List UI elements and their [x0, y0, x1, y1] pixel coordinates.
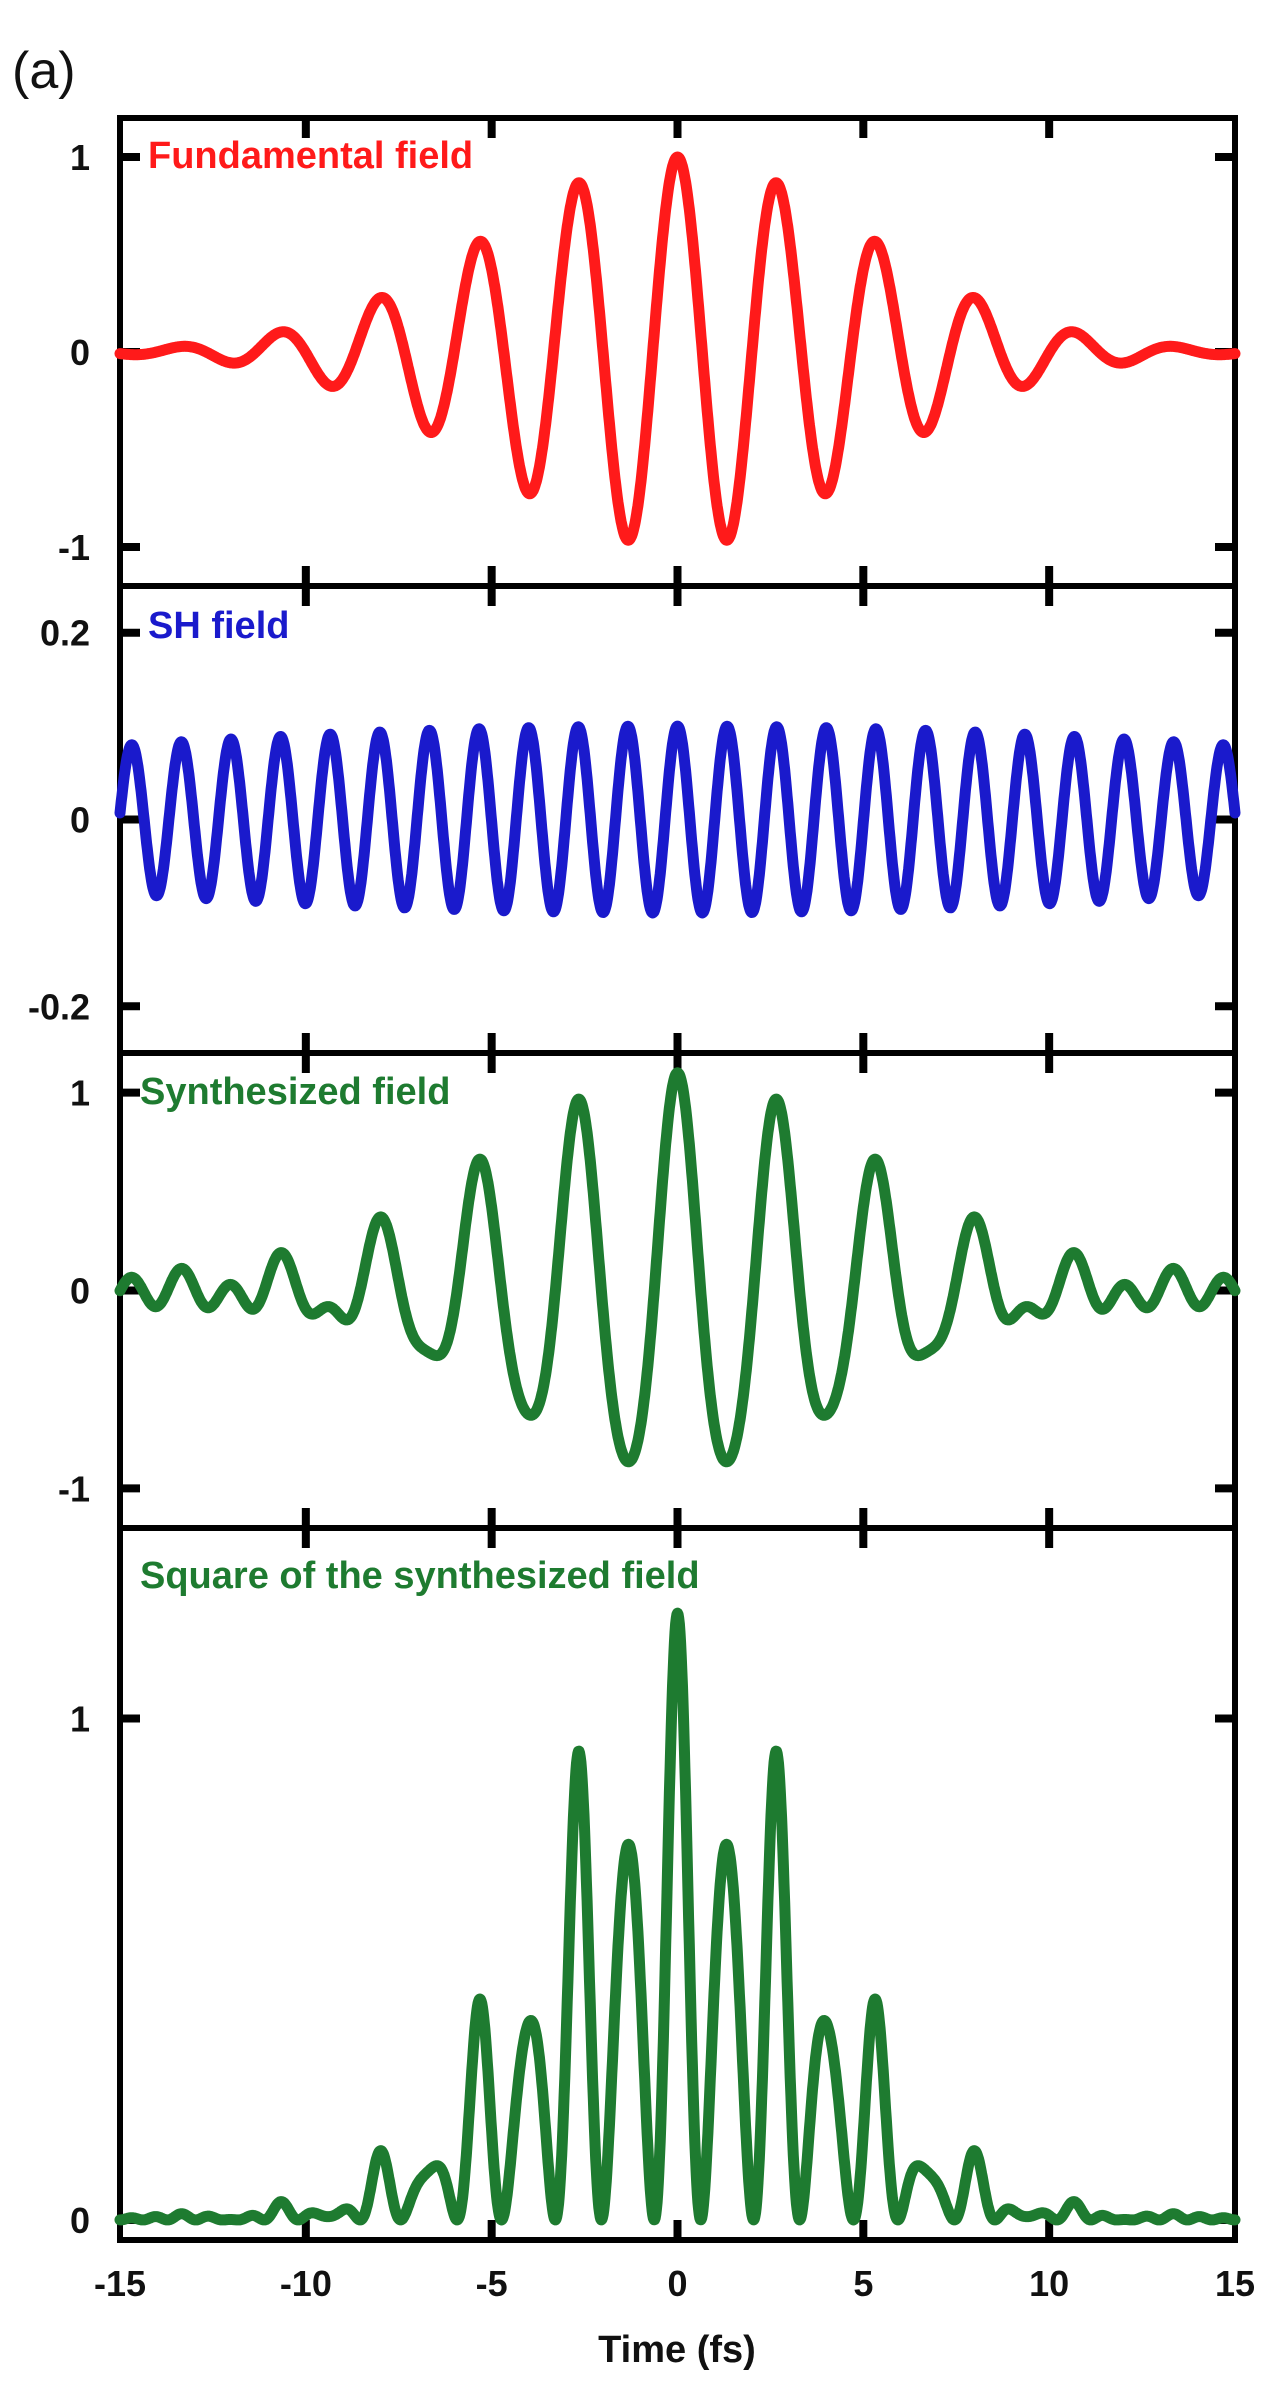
sh-field-title: SH field — [148, 605, 289, 647]
y-tick-label: 1 — [70, 137, 90, 178]
y-tick-label: -0.2 — [28, 986, 90, 1027]
x-tick-labels: -15 -10 -5 0 5 10 15 — [94, 2263, 1255, 2304]
square-synthesized-field-trace — [114, 1607, 1241, 2226]
y-tick-labels: -0.2 0 0.2 — [28, 613, 90, 1028]
figure-label: (a) — [12, 42, 76, 100]
x-tick-label: 15 — [1215, 2263, 1255, 2304]
y-tick-label: 1 — [70, 1699, 90, 1740]
plot-frame — [117, 1050, 1238, 1531]
y-tick-label: 0 — [70, 1271, 90, 1312]
x-tick-label: 10 — [1029, 2263, 1069, 2304]
x-tick-label: -5 — [476, 2263, 508, 2304]
panel-synthesized-field: -1 0 1 Synthesized field — [58, 1050, 1241, 1531]
y-tick-label: -1 — [58, 527, 90, 568]
x-tick-label: -10 — [280, 2263, 332, 2304]
y-tick-labels: -1 0 1 — [58, 1073, 90, 1510]
sh-field-trace — [114, 720, 1241, 919]
x-tick-label: -15 — [94, 2263, 146, 2304]
x-axis-label: Time (fs) — [598, 2329, 756, 2371]
y-tick-label: 0 — [70, 800, 90, 841]
x-tick-label: 0 — [667, 2263, 687, 2304]
synthesized-field-trace — [114, 1067, 1241, 1468]
fundamental-field-title: Fundamental field — [148, 135, 473, 177]
tick-marks — [120, 586, 1235, 1053]
fundamental-field-trace — [114, 151, 1241, 546]
y-tick-label: 0.2 — [40, 613, 90, 654]
y-tick-label: 1 — [70, 1073, 90, 1114]
y-tick-label: 0 — [70, 2200, 90, 2241]
tick-marks — [120, 1053, 1235, 1528]
plot-frame — [117, 115, 1238, 589]
y-tick-label: 0 — [70, 332, 90, 373]
panel-square-synthesized-field: 01 Square of the synthesized field — [70, 1525, 1241, 2243]
tick-marks — [120, 118, 1235, 586]
plot-frame — [117, 583, 1238, 1056]
square-synthesized-field-title: Square of the synthesized field — [140, 1555, 700, 1597]
y-tick-labels: 01 — [70, 1699, 90, 2241]
x-tick-label: 5 — [853, 2263, 873, 2304]
panel-sh-field: -0.2 0 0.2 SH field — [28, 583, 1241, 1056]
y-tick-labels: -1 0 1 — [58, 137, 90, 568]
synthesized-field-title: Synthesized field — [140, 1071, 450, 1113]
panel-fundamental-field: -1 0 1 Fundamental field — [58, 115, 1241, 589]
y-tick-label: -1 — [58, 1468, 90, 1509]
